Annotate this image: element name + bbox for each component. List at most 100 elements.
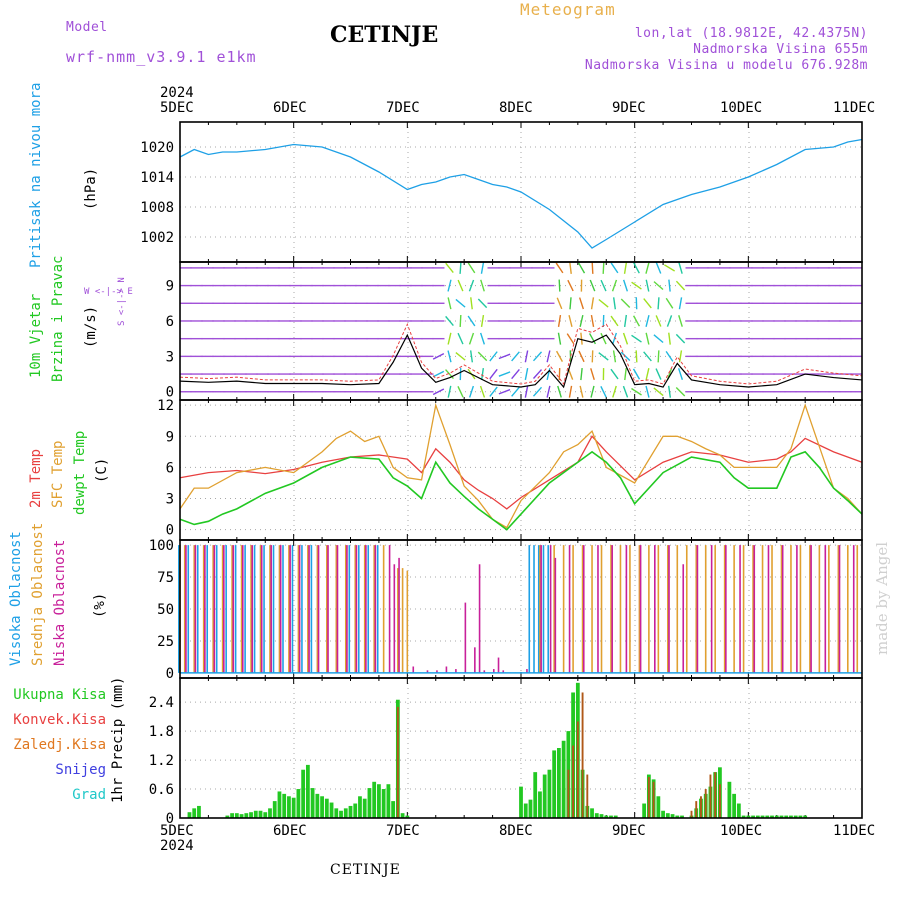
- wind-arrow: [600, 332, 607, 345]
- wind-arrow: [675, 387, 686, 397]
- model-altitude-info: Nadmorska Visina u modelu 676.928m: [584, 58, 868, 73]
- wind-arrow: [631, 387, 642, 396]
- altitude-info: Nadmorska Visina 655m: [693, 42, 868, 57]
- precip-total-bar: [519, 786, 523, 818]
- wind-arrow: [602, 261, 605, 274]
- precip-total-bar: [372, 781, 377, 818]
- wind-arrow: [569, 297, 572, 310]
- wind-arrow: [568, 314, 573, 327]
- wind-arrow: [665, 297, 674, 309]
- precip-total-bar: [793, 815, 798, 818]
- wind-arrow: [633, 262, 640, 274]
- cloud-tick-label: 75: [157, 570, 174, 586]
- bottom-date-10dec: 10DEC: [720, 823, 763, 839]
- wind-arrow: [579, 385, 584, 398]
- wind-arrow: [657, 297, 660, 310]
- precip-total-bar: [547, 769, 552, 818]
- precip-total-bar: [741, 815, 746, 818]
- precip-convective-bar: [567, 769, 570, 818]
- wind-arrow: [632, 368, 641, 380]
- legend-freezing-rain: Zaledj.Kisa: [13, 737, 106, 753]
- wind-arrow: [588, 333, 597, 345]
- wind-arrow: [668, 279, 671, 292]
- precip-tick-label: 0.6: [149, 782, 174, 798]
- pressure-tick-label: 1002: [140, 230, 174, 246]
- legend-convective-rain: Konvek.Kisa: [13, 712, 106, 728]
- wind-arrow: [645, 385, 650, 398]
- lonlat-info: lon,lat (18.9812E, 42.4375N): [634, 26, 868, 41]
- precip-total-bar: [798, 815, 803, 818]
- wind-arrow: [645, 368, 650, 381]
- bottom-date-6dec: 6DEC: [273, 823, 307, 839]
- wind-arrow: [457, 386, 464, 398]
- precip-total-bar: [187, 812, 192, 818]
- precip-convective-bar: [586, 774, 589, 818]
- wind-arrow: [532, 386, 543, 397]
- top-date-11dec: 11DEC: [833, 100, 876, 116]
- wind-arrow: [566, 333, 575, 345]
- wind-arrow: [610, 262, 619, 274]
- wind-arrow: [558, 279, 561, 292]
- precip-tick-label: 1.2: [149, 753, 174, 769]
- cloud-tick-label: 25: [157, 634, 174, 650]
- wind-arrow: [455, 352, 466, 361]
- wind-arrow: [622, 279, 629, 292]
- bottom-date-7dec: 7DEC: [386, 823, 420, 839]
- wind-arrow: [467, 315, 476, 327]
- temp-tick-label: 12: [157, 398, 174, 414]
- wind-arrow: [591, 261, 594, 274]
- wind-arrow: [632, 315, 641, 327]
- wind-arrow: [590, 385, 595, 398]
- precip-convective-bar: [647, 776, 650, 818]
- precip-total-bar: [282, 793, 287, 818]
- model-label: Model: [66, 20, 108, 35]
- wind-arrow: [459, 314, 462, 328]
- year-bottom: 2024: [160, 838, 194, 854]
- wind-arrow: [557, 314, 562, 328]
- precip-total-bar: [732, 793, 737, 818]
- wind-arrow: [665, 350, 674, 362]
- wind-arrow: [524, 385, 529, 398]
- wind-arrow: [477, 298, 488, 309]
- wind-arrow: [498, 371, 511, 377]
- precip-convective-bar: [718, 784, 721, 818]
- wind-arrow: [666, 315, 673, 327]
- top-date-6dec: 6DEC: [273, 100, 307, 116]
- precip-total-bar: [315, 793, 320, 818]
- precip-total-bar: [680, 815, 684, 818]
- watermark: made by Angel: [873, 541, 891, 655]
- temp-tick-label: 0: [166, 523, 174, 539]
- wind-arrow: [511, 369, 520, 380]
- wind-arrow: [590, 314, 595, 328]
- bottom-date-11dec: 11DEC: [833, 823, 876, 839]
- precip-tick-label: 1.8: [149, 724, 174, 740]
- wind-arrow: [611, 332, 618, 345]
- wind-arrow: [477, 351, 488, 362]
- wind-arrow: [568, 385, 573, 398]
- precip-total-bar: [751, 815, 755, 818]
- precip-total-bar: [656, 796, 661, 818]
- wind-arrow: [524, 368, 529, 381]
- wind-arrow: [546, 385, 551, 398]
- precip-total-bar: [320, 796, 324, 818]
- wind-arrow: [645, 332, 650, 345]
- wind-arrow: [645, 279, 650, 292]
- precip-total-bar: [770, 815, 774, 818]
- precip-total-bar: [324, 798, 329, 818]
- year-top: 2024: [160, 85, 194, 101]
- precip-total-bar: [538, 791, 542, 818]
- legend-total-rain: Ukupna Kisa: [13, 687, 106, 703]
- wind-arrow: [447, 332, 452, 345]
- precip-total-bar: [746, 815, 751, 818]
- precip-total-bar: [405, 815, 410, 818]
- wind-arrow: [580, 332, 583, 345]
- temp-tick-label: 9: [166, 429, 174, 445]
- wind-arrow: [567, 279, 574, 292]
- wind-tick-label: 3: [166, 349, 174, 365]
- wind-arrow: [459, 261, 462, 274]
- cloud-tick-label: 0: [166, 666, 174, 682]
- wind-arrow: [677, 368, 684, 380]
- wind-arrow: [498, 388, 511, 395]
- wind-arrow: [600, 279, 607, 292]
- wind-arrow: [655, 315, 662, 327]
